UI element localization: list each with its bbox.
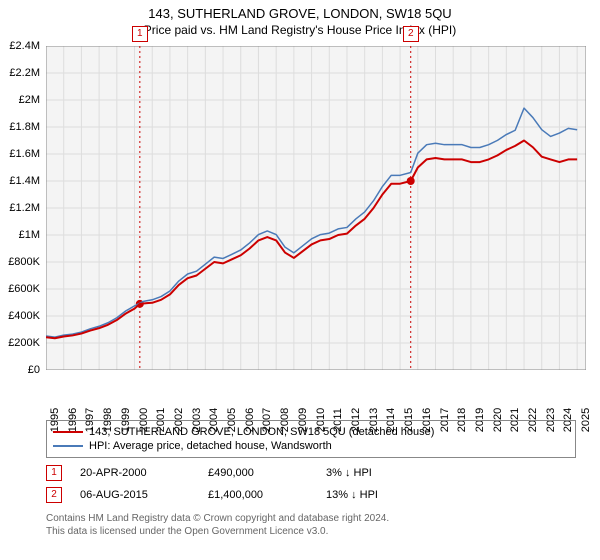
y-axis-label: £1.4M: [9, 175, 40, 187]
sale-row: 2 06-AUG-2015 £1,400,000 13% ↓ HPI: [46, 484, 576, 506]
y-axis-label: £200K: [8, 337, 40, 349]
y-axis-label: £2.4M: [9, 40, 40, 52]
y-axis-label: £1.8M: [9, 121, 40, 133]
y-axis-label: £600K: [8, 283, 40, 295]
chart-subtitle: Price paid vs. HM Land Registry's House …: [0, 21, 600, 41]
chart-area: £0£200K£400K£600K£800K£1M£1.2M£1.4M£1.6M…: [46, 46, 586, 370]
legend-swatch: [53, 431, 83, 433]
sale-price: £490,000: [208, 467, 308, 479]
legend-item: 143, SUTHERLAND GROVE, LONDON, SW18 5QU …: [53, 425, 569, 439]
y-axis-label: £2.2M: [9, 67, 40, 79]
sale-date: 06-AUG-2015: [80, 489, 190, 501]
footer-line: Contains HM Land Registry data © Crown c…: [46, 512, 576, 525]
sale-vs-hpi: 13% ↓ HPI: [326, 489, 446, 501]
y-axis-label: £1M: [19, 229, 40, 241]
legend-label: 143, SUTHERLAND GROVE, LONDON, SW18 5QU …: [89, 426, 434, 438]
legend-item: HPI: Average price, detached house, Wand…: [53, 439, 569, 453]
chart-title: 143, SUTHERLAND GROVE, LONDON, SW18 5QU: [0, 0, 600, 21]
sale-marker-ref: 2: [46, 487, 62, 503]
legend: 143, SUTHERLAND GROVE, LONDON, SW18 5QU …: [46, 420, 576, 458]
y-axis-label: £800K: [8, 256, 40, 268]
sale-vs-hpi: 3% ↓ HPI: [326, 467, 446, 479]
sale-marker-1: 1: [132, 26, 148, 42]
sale-marker-2: 2: [403, 26, 419, 42]
legend-label: HPI: Average price, detached house, Wand…: [89, 440, 332, 452]
y-axis-label: £400K: [8, 310, 40, 322]
sale-marker-ref: 1: [46, 465, 62, 481]
y-axis-label: £1.6M: [9, 148, 40, 160]
y-axis-label: £0: [28, 364, 40, 376]
y-axis-label: £1.2M: [9, 202, 40, 214]
footer-line: This data is licensed under the Open Gov…: [46, 525, 576, 538]
sale-price: £1,400,000: [208, 489, 308, 501]
legend-swatch: [53, 445, 83, 447]
price-chart: [46, 46, 586, 370]
sales-table: 1 20-APR-2000 £490,000 3% ↓ HPI 2 06-AUG-2015…: [46, 462, 576, 506]
y-axis-label: £2M: [19, 94, 40, 106]
footer-attribution: Contains HM Land Registry data © Crown c…: [46, 512, 576, 538]
sale-date: 20-APR-2000: [80, 467, 190, 479]
x-axis-label: 2025: [580, 408, 592, 432]
sale-row: 1 20-APR-2000 £490,000 3% ↓ HPI: [46, 462, 576, 484]
